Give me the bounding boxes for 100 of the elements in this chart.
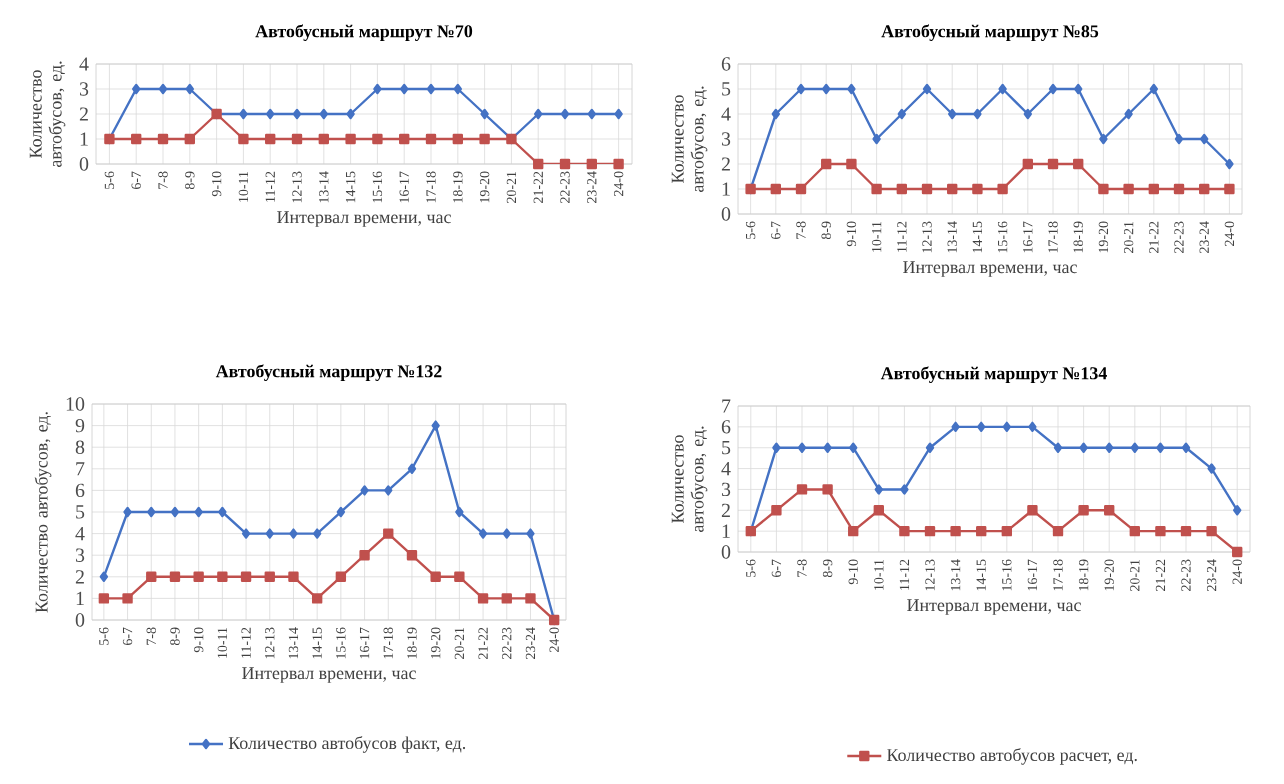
y-tick-label: 1 (76, 591, 84, 605)
point (1199, 183, 1210, 195)
point (1225, 158, 1234, 170)
point (948, 108, 957, 120)
chart-title: Автобусный маршрут №85 (881, 24, 1099, 42)
point (194, 506, 203, 518)
point (265, 133, 276, 145)
point (1156, 442, 1165, 453)
point (822, 484, 833, 495)
point (318, 133, 329, 145)
y-tick-label: 10 (66, 397, 85, 411)
point (193, 571, 204, 582)
point (407, 463, 417, 474)
point (771, 108, 780, 120)
point (478, 528, 488, 539)
y-tick-label: 2 (75, 570, 84, 584)
point (1098, 183, 1109, 195)
point (951, 421, 960, 433)
y-tick-label: 1 (722, 524, 730, 538)
y-tick-label: 0 (721, 545, 731, 559)
y-tick-label: 9 (75, 418, 85, 433)
point (311, 593, 323, 604)
point (146, 571, 157, 582)
point (238, 133, 249, 145)
point (185, 83, 194, 95)
point (1028, 421, 1037, 433)
point (452, 133, 463, 145)
point (795, 183, 807, 195)
y-tick-label: 5 (76, 505, 85, 519)
point (947, 183, 958, 195)
y-tick-label: 0 (721, 207, 731, 221)
chart-title: Автобусный маршрут №70 (255, 24, 473, 42)
point (425, 133, 437, 145)
legend-label: Количество автобусов факт, ед. (228, 736, 466, 753)
point (823, 442, 832, 453)
y-tick-label: 4 (75, 527, 85, 541)
y-axis-title: Количество автобусов, ед. (671, 86, 708, 192)
point (1027, 505, 1038, 516)
y-tick-label: 6 (721, 57, 731, 71)
y-tick-label: 0 (75, 613, 85, 627)
y-tick-label: 3 (721, 132, 731, 146)
point (1233, 505, 1242, 516)
point (346, 108, 355, 120)
point (1232, 546, 1243, 558)
point (266, 108, 275, 120)
y-tick-label: 4 (79, 57, 89, 71)
point (821, 158, 832, 170)
point (372, 133, 383, 145)
point (559, 158, 571, 170)
point (360, 485, 369, 496)
point (345, 133, 356, 145)
point (973, 108, 982, 120)
point (922, 83, 932, 95)
point (848, 525, 859, 537)
y-tick-label: 5 (722, 82, 731, 96)
point (921, 183, 933, 195)
point (292, 108, 302, 120)
y-tick-label: 5 (722, 441, 731, 455)
point (157, 133, 169, 145)
point (533, 158, 544, 170)
y-tick-label: 2 (79, 107, 88, 121)
point (896, 183, 907, 195)
point (1224, 183, 1235, 195)
point (1052, 525, 1064, 537)
point (1053, 442, 1063, 453)
point (1173, 183, 1185, 195)
point (976, 525, 987, 537)
point (587, 108, 596, 120)
point (770, 183, 781, 195)
point (899, 525, 910, 537)
point (158, 83, 168, 95)
point (872, 133, 881, 145)
point (455, 506, 464, 518)
point (384, 485, 393, 496)
point (335, 571, 347, 582)
y-tick-label: 3 (721, 482, 731, 497)
y-tick-label: 4 (721, 107, 731, 121)
point (99, 571, 109, 582)
point (383, 528, 394, 539)
point (1207, 463, 1216, 474)
point (501, 593, 512, 604)
point (1129, 525, 1140, 537)
point (874, 484, 883, 495)
y-tick-label: 2 (721, 157, 730, 171)
x-axis-title: Интервал времени, час (242, 667, 416, 683)
point (613, 158, 624, 170)
point (480, 108, 489, 120)
point (1200, 133, 1209, 145)
y-tick-label: 1 (80, 132, 88, 146)
point (1048, 83, 1058, 95)
y-axis-title: Количество автобусов, ед. (671, 426, 708, 532)
point (264, 571, 275, 582)
point (771, 505, 782, 516)
point (950, 525, 961, 537)
x-axis-title: Интервал времени, час (277, 211, 451, 227)
y-tick-label: 8 (75, 440, 85, 454)
point (525, 593, 536, 604)
point (217, 571, 228, 582)
y-tick-label: 4 (721, 462, 731, 476)
point (240, 571, 252, 582)
